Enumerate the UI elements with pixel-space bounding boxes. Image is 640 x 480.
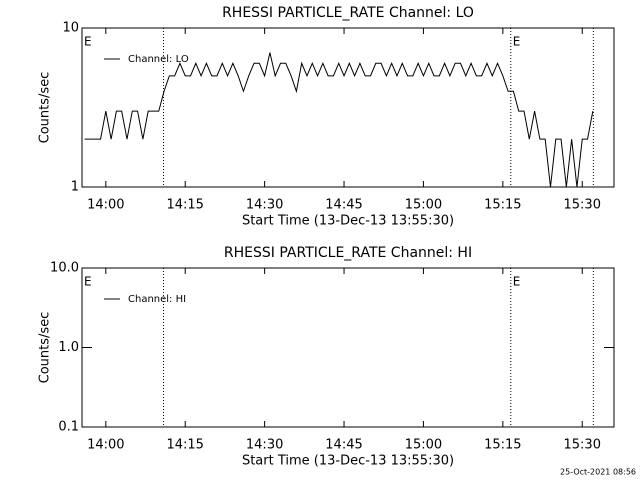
- footer: 25-Oct-2021 08:56: [560, 468, 636, 477]
- y-tick-label: 10.0: [50, 261, 79, 276]
- legend-label: Channel: LO: [128, 54, 189, 65]
- x-tick-label: 14:45: [325, 198, 362, 213]
- x-tick-label: 14:30: [246, 198, 283, 213]
- y-axis-title: Counts/sec: [38, 312, 53, 384]
- x-axis-title: Start Time (13-Dec-13 13:55:30): [242, 214, 454, 229]
- y-tick-label: 1: [71, 180, 79, 195]
- x-tick-label: 14:15: [166, 438, 203, 453]
- plot-frame: [81, 27, 615, 188]
- y-axis-title: Counts/sec: [38, 72, 53, 144]
- data-line: [84, 52, 594, 188]
- x-tick-label: 14:30: [246, 438, 283, 453]
- x-tick-label: 15:15: [484, 198, 521, 213]
- y-tick-label: 1.0: [58, 340, 79, 355]
- y-tick-label: 0.1: [58, 420, 79, 435]
- x-tick-label: 15:30: [564, 438, 601, 453]
- x-tick-label: 14:45: [325, 438, 362, 453]
- event-marker: E: [513, 275, 521, 289]
- x-tick-label: 14:15: [166, 198, 203, 213]
- x-tick-label: 15:00: [405, 198, 442, 213]
- x-tick-label: 15:15: [484, 438, 521, 453]
- legend-label: Channel: HI: [128, 294, 186, 305]
- chart-title: RHESSI PARTICLE_RATE Channel: HI: [224, 245, 472, 261]
- x-tick-label: 15:30: [564, 198, 601, 213]
- event-marker: E: [84, 275, 92, 289]
- chart-title: RHESSI PARTICLE_RATE Channel: LO: [222, 5, 474, 21]
- event-marker: E: [84, 35, 92, 49]
- x-tick-label: 14:00: [87, 198, 124, 213]
- x-tick-label: 15:00: [405, 438, 442, 453]
- x-tick-label: 14:00: [87, 438, 124, 453]
- event-marker: E: [513, 35, 521, 49]
- y-tick-label: 10: [62, 21, 79, 36]
- x-axis-title: Start Time (13-Dec-13 13:55:30): [242, 454, 454, 469]
